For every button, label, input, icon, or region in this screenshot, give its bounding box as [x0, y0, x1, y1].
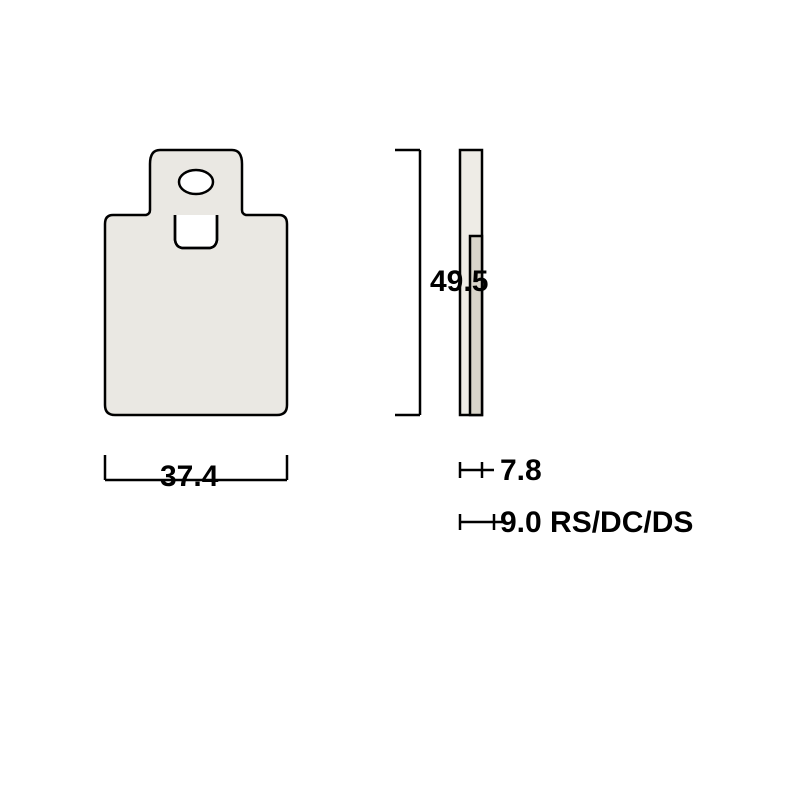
thickness2-dimension-bracket [0, 0, 800, 800]
thickness2-dimension-label: 9.0 RS/DC/DS [500, 506, 693, 540]
diagram-stage: 49.5 37.4 7.8 9.0 RS/DC/DS [0, 0, 800, 800]
